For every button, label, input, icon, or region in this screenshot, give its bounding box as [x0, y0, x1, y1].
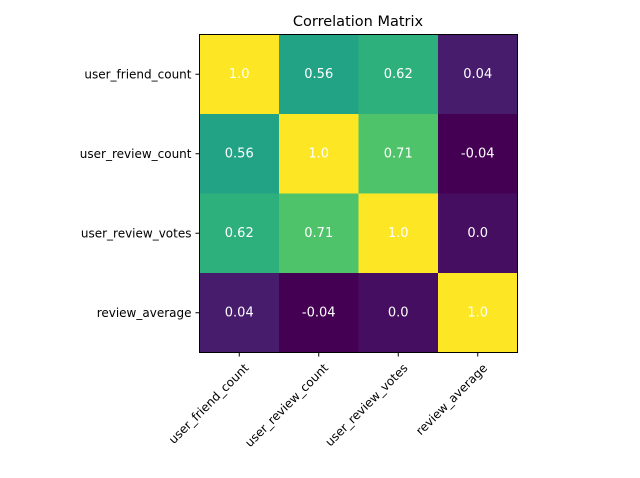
cell-value-label: 0.71: [304, 226, 333, 241]
heatmap-cell: [279, 193, 359, 274]
heatmap-cell: [358, 273, 439, 353]
cell-value-label: 0.04: [225, 305, 254, 320]
heatmap-cell: [438, 193, 518, 274]
heatmap-cell: [358, 114, 439, 194]
y-tick-label: user_review_votes: [81, 226, 192, 240]
x-tick-label: user_review_count: [242, 361, 331, 450]
heatmap-cell: [199, 34, 280, 115]
heatmap-cells: 1.0 0.56 0.62 0.04 0.56 1.0 0.71 -0.04 0.62 0.71 1…: [199, 34, 518, 353]
cell-value-label: -0.04: [302, 305, 336, 320]
y-tick-label: review_average: [97, 306, 192, 320]
cell-value-label: 1.0: [308, 146, 329, 161]
heatmap-cell: [358, 193, 439, 274]
heatmap-cell: [279, 114, 359, 194]
heatmap-cell: [199, 114, 280, 194]
cell-value-label: 0.04: [463, 67, 492, 82]
plot-frame: [199, 34, 518, 353]
heatmap-cell: [199, 193, 280, 274]
cell-value-label: -0.04: [461, 146, 495, 161]
x-tick-label: review_average: [413, 361, 490, 438]
cell-value-label: 0.62: [225, 226, 254, 241]
cell-value-label: 0.0: [467, 226, 488, 241]
cell-value-label: 0.56: [225, 146, 254, 161]
x-axis: user_friend_countuser_review_countuser_r…: [166, 352, 490, 450]
heatmap-cell: [279, 34, 359, 115]
cell-value-label: 0.0: [388, 305, 409, 320]
cell-value-label: 0.56: [304, 67, 333, 82]
x-tick-label: user_review_votes: [322, 361, 410, 449]
heatmap-cell: [438, 114, 518, 194]
x-tick-label: user_friend_count: [166, 361, 252, 447]
y-tick-label: user_friend_count: [84, 67, 191, 81]
cell-value-label: 1.0: [388, 226, 409, 241]
y-axis: user_friend_count user_review_count user_r…: [80, 67, 200, 320]
heatmap-cell: [438, 34, 518, 115]
cell-value-label: 1.0: [229, 67, 250, 82]
heatmap-cell: [279, 273, 359, 353]
y-tick-label: user_review_count: [80, 147, 192, 161]
heatmap-cell: [438, 273, 518, 353]
heatmap-cell: [199, 273, 280, 353]
cell-value-label: 0.62: [384, 67, 413, 82]
cell-value-label: 1.0: [467, 305, 488, 320]
chart-title: Correlation Matrix: [293, 14, 424, 30]
heatmap-cell: [358, 34, 439, 115]
cell-value-label: 0.71: [384, 146, 413, 161]
